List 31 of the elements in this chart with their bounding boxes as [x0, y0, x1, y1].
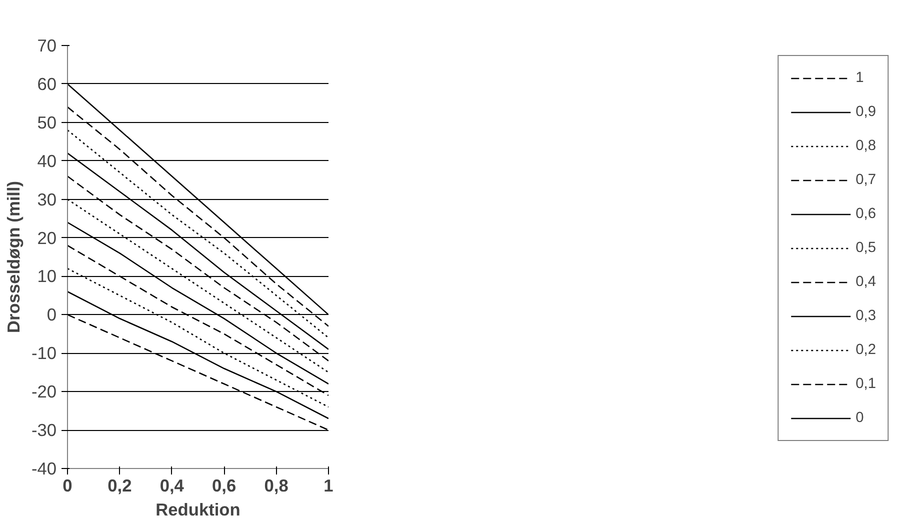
y-tick-label: -20 [31, 382, 56, 402]
y-tick-label: -10 [31, 343, 56, 364]
legend-label: 0,5 [856, 240, 876, 256]
legend-label: 0,4 [856, 274, 876, 290]
y-tick-label: 0 [46, 304, 57, 325]
x-axis-title: Reduktion [156, 500, 240, 520]
y-tick-label: 30 [37, 189, 57, 210]
legend-label: 0,2 [856, 342, 876, 358]
legend-label: 1 [856, 70, 865, 86]
legend-label: 0 [856, 410, 865, 426]
legend-label: 0,8 [856, 138, 876, 154]
legend-label: 0,6 [856, 206, 876, 222]
y-tick-label: 50 [37, 112, 57, 132]
x-tick-label: 0,2 [108, 476, 132, 496]
x-tick-label: 0,6 [212, 476, 237, 496]
legend-label: 0,3 [856, 308, 876, 324]
y-tick-label: 40 [37, 150, 57, 171]
y-tick-label: -40 [31, 458, 56, 478]
y-tick-label: 10 [37, 266, 57, 286]
x-tick-label: 0 [62, 476, 72, 496]
y-tick-label: 60 [37, 74, 57, 94]
x-tick-label: 0,8 [264, 476, 289, 496]
x-tick-label: 0,4 [160, 476, 184, 496]
x-tick-label: 1 [324, 476, 334, 496]
y-tick-label: 70 [37, 36, 57, 56]
y-tick-label: 20 [37, 228, 57, 248]
y-axis-title: Drosseldøgn (mill) [3, 180, 24, 334]
legend-label: 0,1 [856, 376, 876, 392]
legend-label: 0,9 [856, 104, 876, 120]
y-tick-label: -30 [31, 420, 56, 440]
legend-label: 0,7 [856, 172, 876, 188]
